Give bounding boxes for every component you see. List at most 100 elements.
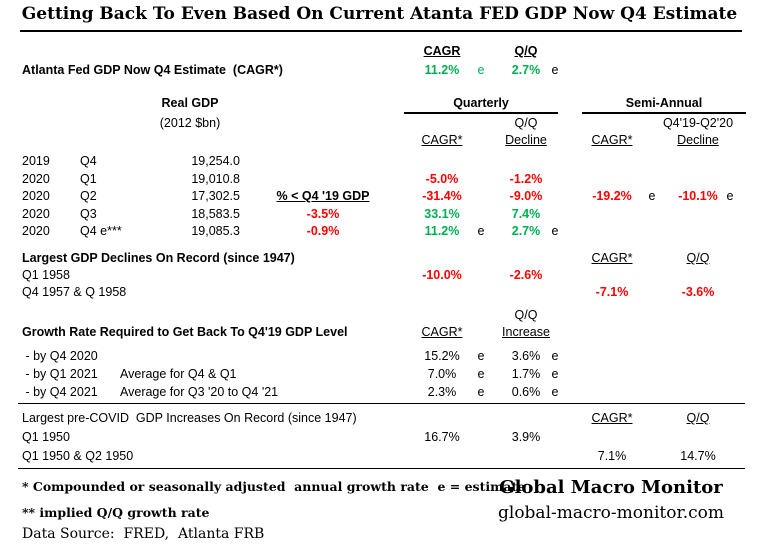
table-row: Q1 1950 & Q2 1950 7.1% 14.7% <box>0 449 759 466</box>
quarterly-qq-cell: -1.2% <box>509 172 543 186</box>
semi-cagr-cell: -19.2% <box>592 189 632 203</box>
row-label: - by Q4 2021 <box>22 385 98 399</box>
top-qq-header: Q/Q <box>514 44 538 58</box>
footnote-implied-qq: ** implied Q/Q growth rate <box>22 505 210 520</box>
table-row: - by Q1 2021 Average for Q4 & Q1 7.0% e … <box>0 367 759 384</box>
row-label: - by Q1 2021 <box>22 367 98 381</box>
quarterly-cagr-cell: 33.1% <box>424 207 460 221</box>
units-label: (2012 $bn) <box>159 116 221 130</box>
row-note: Average for Q4 & Q1 <box>120 367 237 381</box>
semi-cagr-header: CAGR* <box>591 133 633 147</box>
qq-cell: 3.6% <box>511 349 541 363</box>
row-label: - by Q4 2020 <box>22 349 98 363</box>
table-row: 2020 Q3 18,583.5 -3.5% 33.1% 7.4% <box>0 207 759 224</box>
estimate-qq-flag: e <box>551 63 559 77</box>
semi-period-label: Q4'19-Q2'20 <box>662 116 734 130</box>
pre-covid-divider <box>18 403 745 404</box>
quarterly-qq-cell: 2.7% <box>511 224 541 238</box>
quarterly-cagr-cell: -5.0% <box>425 172 459 186</box>
qq-cell: 0.6% <box>511 385 541 399</box>
quarterly-underline <box>404 112 558 114</box>
table-row: 2020 Q1 19,010.8 -5.0% -1.2% <box>0 172 759 189</box>
footnote-cagr: * Compounded or seasonally adjusted annu… <box>22 479 526 494</box>
quarter-cell: Q3 <box>80 207 97 221</box>
declines-section-title: Largest GDP Declines On Record (since 19… <box>22 251 295 265</box>
subheader-row-1: (2012 $bn) Q/Q Q4'19-Q2'20 <box>0 116 759 133</box>
growth-header-row: Growth Rate Required to Get Back To Q4'1… <box>0 325 759 342</box>
row-label: Q1 1958 <box>22 268 70 282</box>
increases-cagr-header: CAGR* <box>591 411 633 425</box>
estimate-cagr-flag: e <box>477 63 485 77</box>
table-row: Q4 1957 & Q 1958 -7.1% -3.6% <box>0 285 759 302</box>
qq-flag: e <box>551 385 559 399</box>
row-label: Q1 1950 <box>22 430 70 444</box>
semi-annual-header: Semi-Annual <box>625 96 703 110</box>
quarterly-qq-cell: -2.6% <box>509 268 543 282</box>
semi-cagr-cell: 7.1% <box>597 449 627 463</box>
row-label: Q4 1957 & Q 1958 <box>22 285 127 299</box>
declines-cagr-header: CAGR* <box>591 251 633 265</box>
semi-qq-flag: e <box>726 189 734 203</box>
quarterly-cagr-cell: -10.0% <box>422 268 462 282</box>
table-row: Q1 1950 16.7% 3.9% <box>0 430 759 447</box>
cagr-flag: e <box>477 349 485 363</box>
semi-qq-cell: -10.1% <box>678 189 718 203</box>
cagr-cell: 7.0% <box>427 367 457 381</box>
growth-increase-header: Increase <box>502 325 550 339</box>
note-cell: -3.5% <box>306 207 340 221</box>
gdp-value-cell: 17,302.5 <box>191 189 240 203</box>
qq-label: Q/Q <box>514 116 538 130</box>
year-cell: 2020 <box>22 172 50 186</box>
table-row: Q1 1958 -10.0% -2.6% <box>0 268 759 285</box>
quarterly-cagr-cell: 16.7% <box>424 430 460 444</box>
bottom-divider <box>18 468 745 469</box>
estimate-row: Atlanta Fed GDP Now Q4 Estimate (CAGR*) … <box>0 63 759 80</box>
brand-block: Global Macro Monitor global-macro-monito… <box>478 476 744 526</box>
semi-qq-cell: 14.7% <box>680 449 716 463</box>
quarterly-decline-header: Decline <box>505 133 547 147</box>
growth-section-title: Growth Rate Required to Get Back To Q4'1… <box>22 325 348 339</box>
growth-qq-label: Q/Q <box>514 308 538 322</box>
increases-qq-header: Q/Q <box>686 411 710 425</box>
title-divider <box>20 30 742 32</box>
cagr-cell: 2.3% <box>427 385 457 399</box>
quarterly-header: Quarterly <box>453 96 509 110</box>
gdp-value-cell: 19,085.3 <box>191 224 240 238</box>
qq-flag: e <box>551 349 559 363</box>
gdp-value-cell: 19,010.8 <box>191 172 240 186</box>
declines-header-row: Largest GDP Declines On Record (since 19… <box>0 251 759 268</box>
year-cell: 2020 <box>22 189 50 203</box>
table-row: 2020 Q4 e*** 19,085.3 -0.9% 11.2% e 2.7%… <box>0 224 759 241</box>
table-row: 2019 Q4 19,254.0 <box>0 154 759 171</box>
quarterly-qq-cell: 7.4% <box>511 207 541 221</box>
top-cagr-header: CAGR <box>423 44 461 58</box>
semi-decline-header: Decline <box>677 133 719 147</box>
top-header-row: CAGR Q/Q <box>0 44 759 61</box>
qq-flag: e <box>551 367 559 381</box>
row-label: Q1 1950 & Q2 1950 <box>22 449 134 463</box>
note-cell: -0.9% <box>306 224 340 238</box>
semi-cagr-cell: -7.1% <box>595 285 629 299</box>
quarter-cell: Q2 <box>80 189 97 203</box>
gdp-value-cell: 18,583.5 <box>191 207 240 221</box>
cagr-cell: 15.2% <box>424 349 460 363</box>
increases-header-row: Largest pre-COVID GDP Increases On Recor… <box>0 411 759 428</box>
quarter-cell: Q1 <box>80 172 97 186</box>
quarterly-qq-cell: -9.0% <box>509 189 543 203</box>
group-header-row: Real GDP Quarterly Semi-Annual <box>0 96 759 113</box>
table-row: - by Q4 2020 15.2% e 3.6% e <box>0 349 759 366</box>
semi-qq-cell: -3.6% <box>681 285 715 299</box>
quarterly-cagr-header: CAGR* <box>421 133 463 147</box>
year-cell: 2019 <box>22 154 50 168</box>
declines-qq-header: Q/Q <box>686 251 710 265</box>
estimate-cagr-value: 11.2% <box>424 63 460 77</box>
table-row: 2020 Q2 17,302.5 % < Q4 '19 GDP -31.4% -… <box>0 189 759 206</box>
table-row: - by Q4 2021 Average for Q3 '20 to Q4 '2… <box>0 385 759 402</box>
year-cell: 2020 <box>22 224 50 238</box>
row-note: Average for Q3 '20 to Q4 '21 <box>120 385 279 399</box>
quarterly-cagr-flag: e <box>477 224 485 238</box>
semi-cagr-flag: e <box>648 189 656 203</box>
note-cell: % < Q4 '19 GDP <box>276 189 370 203</box>
estimate-qq-value: 2.7% <box>511 63 541 77</box>
